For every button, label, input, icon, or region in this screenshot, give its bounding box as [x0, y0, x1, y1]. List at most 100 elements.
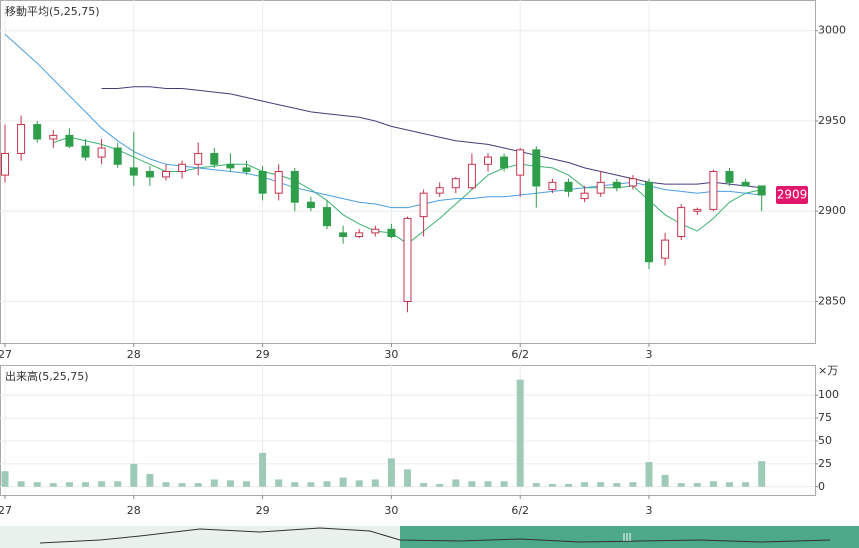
- y-tick-label: 50: [818, 434, 832, 447]
- x-tick-label: 28: [127, 504, 141, 517]
- candle-body: [323, 207, 331, 227]
- y-tick-label: 2850: [818, 294, 846, 307]
- candle-body: [564, 181, 573, 192]
- y-tick-label: 25: [818, 457, 832, 470]
- candle-body: [145, 171, 154, 178]
- candle-body: [484, 156, 492, 165]
- volume-bar: [17, 481, 25, 487]
- candle-body: [500, 156, 509, 169]
- volume-bar: [645, 462, 653, 487]
- volume-bar: [548, 484, 556, 487]
- candle-body: [757, 185, 766, 196]
- volume-bar: [307, 482, 315, 487]
- volume-title: 出来高(5,25,75): [5, 369, 89, 383]
- x-tick-label: 30: [384, 504, 398, 517]
- volume-bar: [387, 458, 395, 487]
- candle-body: [274, 171, 283, 194]
- x-tick-label: 3: [646, 348, 653, 361]
- volume-bar: [436, 484, 444, 487]
- candle-body: [532, 149, 541, 187]
- volume-bar: [693, 483, 701, 487]
- volume-bar: [484, 481, 492, 487]
- volume-bar: [178, 483, 186, 487]
- volume-bar: [371, 479, 379, 487]
- candle-body: [113, 147, 122, 165]
- volume-bar: [581, 482, 589, 487]
- price-title: 移動平均(5,25,75): [5, 4, 100, 18]
- candle-body: [339, 232, 348, 237]
- x-tick-label: 27: [0, 348, 12, 361]
- volume-bar: [565, 484, 572, 487]
- candle-body: [97, 147, 106, 158]
- volume-bar: [146, 473, 154, 487]
- x-tick-label: 29: [256, 348, 270, 361]
- y-tick-label: 0: [818, 480, 825, 493]
- volume-bar: [130, 463, 138, 487]
- volume-bar: [339, 477, 347, 487]
- volume-bar: [275, 479, 283, 487]
- volume-bar: [758, 461, 766, 487]
- candle-body: [162, 171, 170, 178]
- volume-unit: ×万: [818, 364, 838, 377]
- volume-bar: [468, 481, 476, 487]
- volume-bar: [210, 479, 218, 487]
- candle-body: [49, 134, 58, 140]
- candle-body: [210, 152, 219, 165]
- candle-body: [661, 239, 670, 259]
- volume-bar: [259, 452, 267, 487]
- candle-body: [81, 145, 90, 158]
- volume-bar: [82, 482, 89, 487]
- volume-bar: [162, 482, 170, 487]
- volume-bar: [33, 482, 41, 487]
- candle-body: [596, 181, 605, 194]
- volume-bar: [597, 482, 605, 487]
- x-tick-label: 3: [646, 504, 653, 517]
- price-panel-frame: [0, 0, 816, 344]
- navigator-line: [39, 527, 831, 544]
- volume-bar: [709, 481, 717, 487]
- x-tick-label: 6/2: [511, 504, 529, 517]
- moving-average: [101, 86, 762, 189]
- candle-body: [628, 178, 637, 187]
- candle-body: [306, 201, 315, 209]
- candle-body: [387, 228, 396, 237]
- volume-bar: [114, 481, 122, 487]
- last-price-tag: [776, 185, 808, 204]
- volume-bar: [532, 483, 540, 487]
- candle-body: [677, 207, 686, 237]
- candle-body: [645, 181, 653, 263]
- volume-panel-frame: [0, 365, 816, 496]
- volume-bar: [742, 482, 750, 487]
- candle-body: [435, 187, 444, 194]
- volume-bar: [226, 480, 234, 487]
- y-tick-label: 75: [818, 411, 832, 424]
- volume-bar: [1, 471, 9, 487]
- candle-body: [129, 167, 138, 176]
- volume-bar: [629, 482, 637, 487]
- volume-bar: [516, 379, 524, 487]
- navigator-grip[interactable]: [623, 533, 631, 541]
- y-tick-label: 2900: [818, 204, 846, 217]
- candle-body: [33, 124, 42, 140]
- volume-bar: [661, 474, 669, 487]
- candle-body: [242, 167, 251, 173]
- volume-bar: [500, 481, 508, 487]
- y-tick-label: 3000: [818, 24, 846, 37]
- candle-body: [17, 124, 26, 154]
- volume-bar: [243, 481, 250, 487]
- volume-bar: [65, 482, 73, 487]
- volume-bar: [613, 483, 621, 487]
- candle-body: [580, 192, 589, 200]
- x-tick-label: 6/2: [511, 348, 529, 361]
- x-tick-label: 28: [127, 348, 141, 361]
- volume-bar: [404, 469, 411, 487]
- volume-bar: [291, 482, 299, 487]
- navigator: [0, 526, 859, 548]
- x-tick-label: 27: [0, 504, 12, 517]
- candle-body: [741, 181, 750, 187]
- candle-body: [371, 228, 380, 234]
- candle-body: [612, 181, 621, 189]
- volume-bar: [98, 481, 106, 487]
- candle-body: [178, 163, 187, 172]
